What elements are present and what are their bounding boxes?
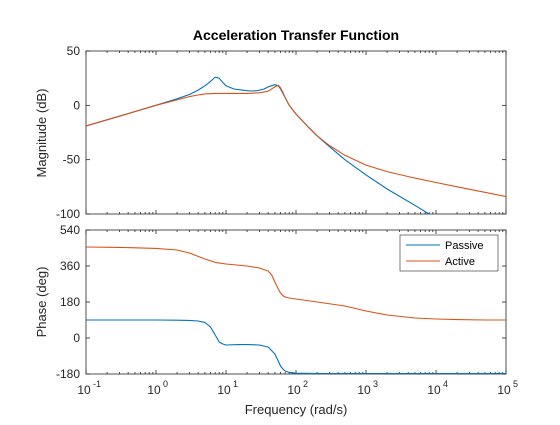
x-axis-label: Frequency (rad/s): [245, 402, 348, 417]
magnitude-y-tick-label: 0: [73, 98, 80, 112]
phase-y-tick-label: -180: [56, 367, 80, 381]
magnitude-y-tick-label: 50: [67, 44, 81, 58]
chart-title: Acceleration Transfer Function: [193, 27, 399, 43]
phase-series-passive-line: [86, 319, 506, 374]
magnitude-axes-box: [85, 50, 507, 215]
phase-y-axis-label: Phase (deg): [34, 267, 49, 338]
x-tick-label: 10: [497, 383, 511, 397]
magnitude-series-active-line: [86, 84, 506, 198]
x-tick-label: 10: [357, 383, 371, 397]
x-tick-label-exponent: 0: [163, 379, 168, 389]
magnitude-y-tick-label: -50: [63, 153, 81, 167]
legend: Passive Active: [399, 234, 499, 272]
phase-series-active-line: [86, 246, 506, 321]
x-tick-label-exponent: 5: [513, 379, 518, 389]
phase-y-tick-label: 540: [60, 223, 80, 237]
phase-y-tick-label: 0: [73, 331, 80, 345]
phase-y-tick-label: 180: [60, 295, 80, 309]
x-tick-label: 10: [287, 383, 301, 397]
x-tick-label-exponent: -1: [93, 379, 101, 389]
x-tick-label-exponent: 3: [373, 379, 378, 389]
magnitude-y-tick-label: -100: [56, 207, 80, 221]
magnitude-series-passive-line: [86, 76, 431, 214]
x-tick-label-exponent: 4: [443, 379, 448, 389]
phase-y-tick-label: 360: [60, 259, 80, 273]
x-tick-label-exponent: 1: [233, 379, 238, 389]
x-tick-label: 10: [427, 383, 441, 397]
x-tick-label: 10: [147, 383, 161, 397]
legend-label-active: Active: [445, 256, 475, 268]
legend-label-passive: Passive: [445, 240, 484, 252]
x-tick-label: 10: [217, 383, 231, 397]
magnitude-subplot: 50 0 -50 -100 Magnitude (dB): [34, 44, 507, 221]
x-tick-label-exponent: 2: [303, 379, 308, 389]
magnitude-y-axis-label: Magnitude (dB): [34, 89, 49, 178]
legend-box: [399, 234, 499, 272]
x-tick-label: 10: [77, 383, 91, 397]
